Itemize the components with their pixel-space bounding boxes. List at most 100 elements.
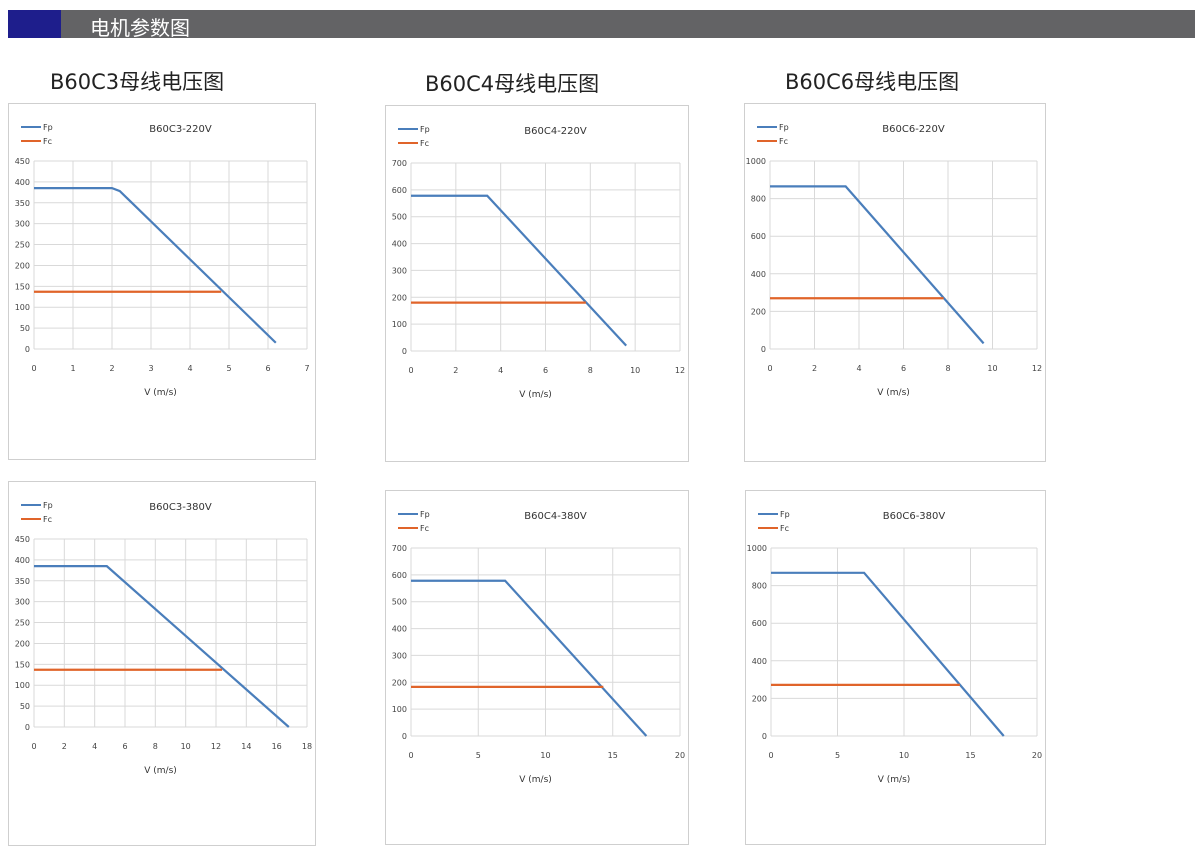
legend-label-fp: Fp <box>420 510 430 519</box>
series-line-fp <box>34 187 277 344</box>
chart-b60c6-380v: 0 200 400 600 800 1000 0 5 10 15 20 V (m/s) B60C6-38… <box>745 490 1046 845</box>
series-line-fp <box>411 579 648 737</box>
y-tick-label: 0 <box>25 345 30 354</box>
x-tick-label: 12 <box>675 366 685 375</box>
x-tick-label: 15 <box>608 751 618 760</box>
y-tick-label: 300 <box>15 220 30 229</box>
x-tick-label: 2 <box>109 364 114 373</box>
y-tick-label: 800 <box>752 582 767 591</box>
chart-title: B60C6-220V <box>882 124 945 135</box>
y-tick-label: 0 <box>25 723 30 732</box>
x-tick-label: 4 <box>92 742 97 751</box>
y-tick-label: 250 <box>15 619 30 628</box>
y-tick-label: 100 <box>392 705 407 714</box>
heading-b60c6: B60C6母线电压图 <box>785 70 960 94</box>
y-tick-label: 100 <box>392 320 407 329</box>
chart-title: B60C4-380V <box>524 511 587 522</box>
x-tick-label: 2 <box>453 366 458 375</box>
y-tick-label: 400 <box>392 625 407 634</box>
x-tick-label: 3 <box>148 364 153 373</box>
x-tick-label: 20 <box>675 751 685 760</box>
y-tick-label: 200 <box>15 261 30 270</box>
x-tick-label: 0 <box>31 364 36 373</box>
y-tick-label: 350 <box>15 577 30 586</box>
x-tick-label: 5 <box>835 751 840 760</box>
legend-label-fc: Fc <box>43 515 52 524</box>
x-tick-label: 6 <box>265 364 270 373</box>
x-tick-label: 2 <box>812 364 817 373</box>
y-tick-label: 50 <box>20 324 30 333</box>
legend-label-fc: Fc <box>420 524 429 533</box>
y-tick-label: 200 <box>752 694 767 703</box>
x-tick-label: 15 <box>965 751 975 760</box>
y-tick-label: 200 <box>392 293 407 302</box>
y-tick-label: 450 <box>15 535 30 544</box>
y-tick-label: 200 <box>392 678 407 687</box>
chart-title: B60C6-380V <box>883 511 946 522</box>
y-tick-label: 250 <box>15 241 30 250</box>
y-tick-label: 200 <box>751 307 766 316</box>
x-tick-label: 8 <box>945 364 950 373</box>
x-tick-label: 18 <box>302 742 312 751</box>
y-tick-label: 600 <box>752 619 767 628</box>
y-tick-label: 600 <box>751 232 766 241</box>
chart-b60c4-220v: 0 100 200 300 400 500 600 700 0 2 4 6 8 10 12 V (m/s) B6… <box>385 105 689 462</box>
y-tick-label: 0 <box>762 732 767 741</box>
x-tick-label: 20 <box>1032 751 1042 760</box>
x-tick-label: 1 <box>70 364 75 373</box>
y-tick-label: 600 <box>392 571 407 580</box>
y-tick-label: 700 <box>392 159 407 168</box>
legend-label-fc: Fc <box>420 139 429 148</box>
chart-b60c3-380v: 0 50 100 150 200 250 300 350 400 450 0 2 4 6 8 10 12 14 16… <box>8 481 316 846</box>
legend-label-fp: Fp <box>779 123 789 132</box>
x-tick-label: 10 <box>899 751 909 760</box>
y-tick-label: 150 <box>15 282 30 291</box>
chart-svg: 0 100 200 300 400 500 600 700 0 2 4 6 8 10 12 V (m/s) B6… <box>392 125 685 400</box>
y-tick-label: 100 <box>15 681 30 690</box>
y-tick-label: 600 <box>392 186 407 195</box>
legend-label-fp: Fp <box>43 123 53 132</box>
x-axis-label: V (m/s) <box>877 388 910 398</box>
y-tick-label: 300 <box>392 266 407 275</box>
y-tick-label: 350 <box>15 199 30 208</box>
chart-b60c4-380v: 0 100 200 300 400 500 600 700 0 5 10 15 20 V (m/s) B60… <box>385 490 689 845</box>
y-tick-label: 400 <box>752 657 767 666</box>
x-axis-label: V (m/s) <box>519 390 552 400</box>
legend-label-fc: Fc <box>779 137 788 146</box>
x-tick-label: 14 <box>241 742 251 751</box>
y-tick-label: 0 <box>402 347 407 356</box>
legend-label-fc: Fc <box>43 137 52 146</box>
section-header: 电机参数图 <box>8 10 1195 40</box>
y-tick-label: 100 <box>15 303 30 312</box>
x-tick-label: 4 <box>187 364 192 373</box>
chart-svg: 0 100 200 300 400 500 600 700 0 5 10 15 20 V (m/s) B60… <box>392 510 685 785</box>
x-axis-label: V (m/s) <box>144 766 177 776</box>
y-tick-label: 450 <box>15 157 30 166</box>
chart-svg: 0 50 100 150 200 250 300 350 400 450 0 1 2 3 4 5 6 7 V (m/… <box>15 123 310 398</box>
y-tick-label: 150 <box>15 660 30 669</box>
series-line-fp <box>34 565 290 728</box>
header-accent-block <box>8 10 61 38</box>
x-tick-label: 6 <box>901 364 906 373</box>
legend-label-fp: Fp <box>780 510 790 519</box>
x-tick-label: 0 <box>767 364 772 373</box>
x-tick-label: 0 <box>31 742 36 751</box>
y-tick-label: 700 <box>392 544 407 553</box>
x-tick-label: 2 <box>62 742 67 751</box>
x-tick-label: 0 <box>768 751 773 760</box>
x-tick-label: 4 <box>498 366 503 375</box>
y-tick-label: 1000 <box>746 157 766 166</box>
x-tick-label: 6 <box>543 366 548 375</box>
chart-title: B60C4-220V <box>524 126 587 137</box>
y-tick-label: 400 <box>15 556 30 565</box>
legend-label-fp: Fp <box>43 501 53 510</box>
x-tick-label: 10 <box>630 366 640 375</box>
y-tick-label: 0 <box>402 732 407 741</box>
x-tick-label: 7 <box>304 364 309 373</box>
x-tick-label: 12 <box>1032 364 1042 373</box>
x-tick-label: 16 <box>272 742 282 751</box>
chart-title: B60C3-220V <box>149 124 212 135</box>
x-tick-label: 8 <box>153 742 158 751</box>
legend-label-fc: Fc <box>780 524 789 533</box>
chart-svg: 0 200 400 600 800 1000 0 2 4 6 8 10 12 V (m/s) B60C6-2… <box>746 123 1042 398</box>
